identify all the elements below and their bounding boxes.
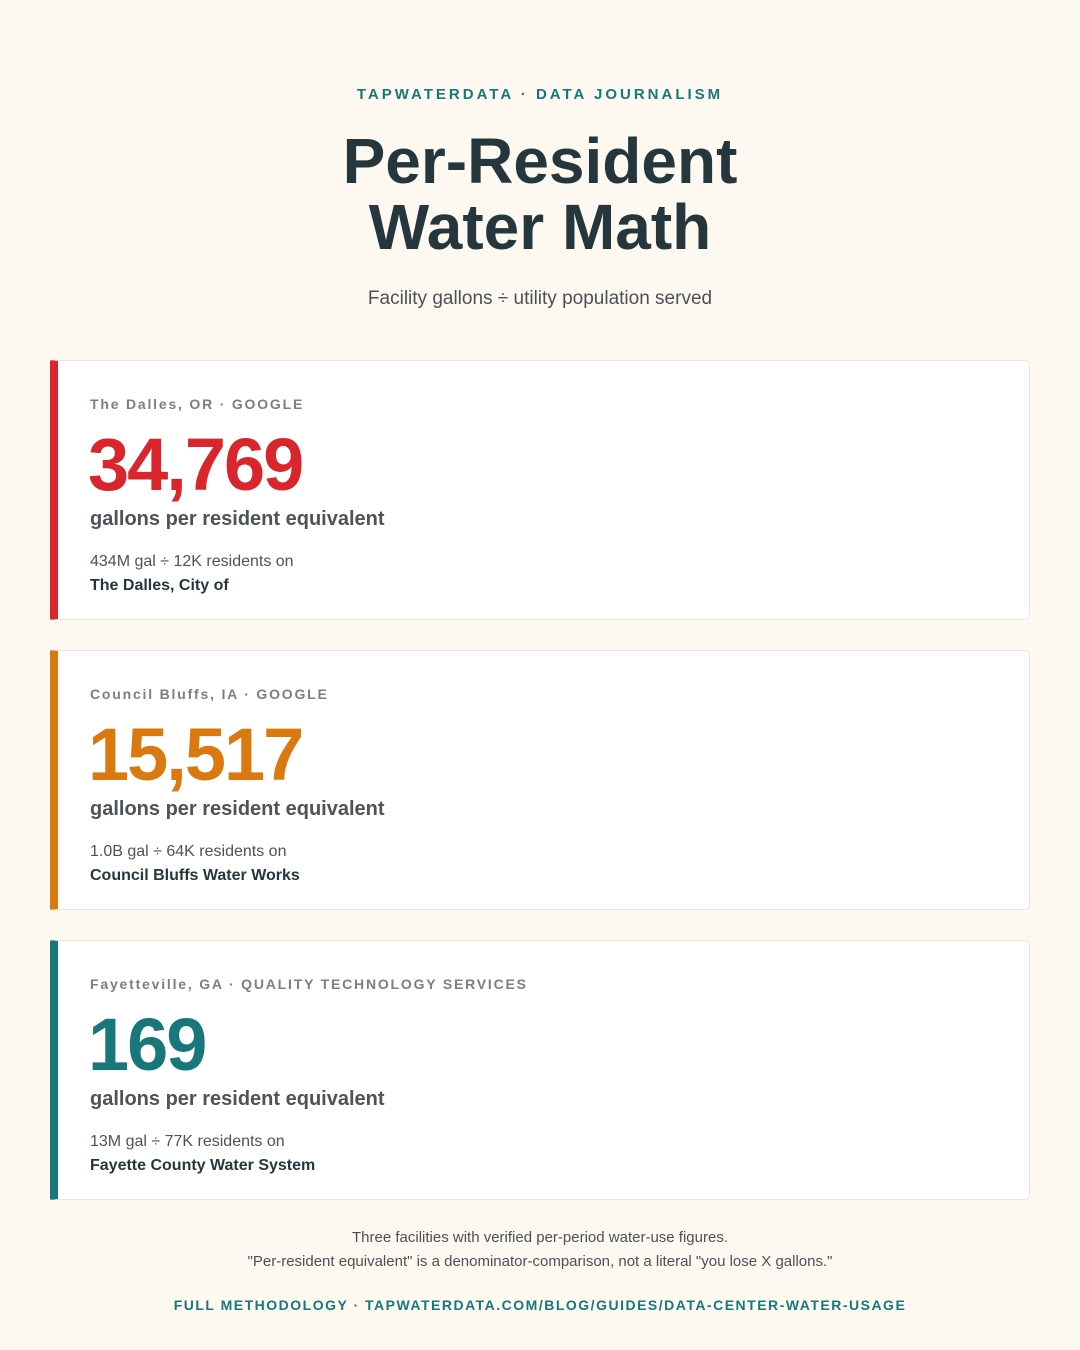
facility-card-council-bluffs: Council Bluffs, IA · GOOGLE 15,517 gallo… (50, 650, 1030, 910)
utility-name: Fayette County Water System (90, 1157, 316, 1174)
facility-card-fayetteville: Fayetteville, GA · QUALITY TECHNOLOGY SE… (50, 940, 1030, 1200)
value-unit: gallons per resident equivalent (90, 508, 385, 530)
gallons-per-resident-value: 15,517 (88, 713, 304, 796)
kicker: TAPWATERDATA · DATA JOURNALISM (356, 86, 724, 103)
page-subtitle: Facility gallons ÷ utility population se… (367, 288, 713, 309)
calculation-text: 13M gal ÷ 77K residents on (90, 1133, 285, 1150)
calculation-text: 434M gal ÷ 12K residents on (90, 553, 294, 570)
value-unit: gallons per resident equivalent (90, 798, 385, 820)
gallons-per-resident-value: 34,769 (88, 423, 304, 506)
page-title-text: Per-Resident Water Math (342, 125, 738, 263)
facility-card-the-dalles: The Dalles, OR · GOOGLE 34,769 gallons p… (50, 360, 1030, 620)
page-title: Per-Resident Water Math (0, 128, 1080, 260)
footnote-line-2: "Per-resident equivalent" is a denominat… (247, 1253, 833, 1270)
calculation-text: 1.0B gal ÷ 64K residents on (90, 843, 287, 860)
utility-name: Council Bluffs Water Works (90, 867, 300, 884)
value-unit: gallons per resident equivalent (90, 1088, 385, 1110)
utility-name: The Dalles, City of (90, 577, 229, 594)
footnote-line-1: Three facilities with verified per-perio… (352, 1229, 728, 1246)
facility-label: Council Bluffs, IA · GOOGLE (90, 686, 329, 702)
methodology-link[interactable]: FULL METHODOLOGY · TAPWATERDATA.COM/BLOG… (173, 1297, 907, 1313)
gallons-per-resident-value: 169 (88, 1003, 207, 1086)
facility-label: Fayetteville, GA · QUALITY TECHNOLOGY SE… (90, 976, 528, 992)
facility-label: The Dalles, OR · GOOGLE (90, 396, 305, 412)
footnote: Three facilities with verified per-perio… (0, 1226, 1080, 1274)
